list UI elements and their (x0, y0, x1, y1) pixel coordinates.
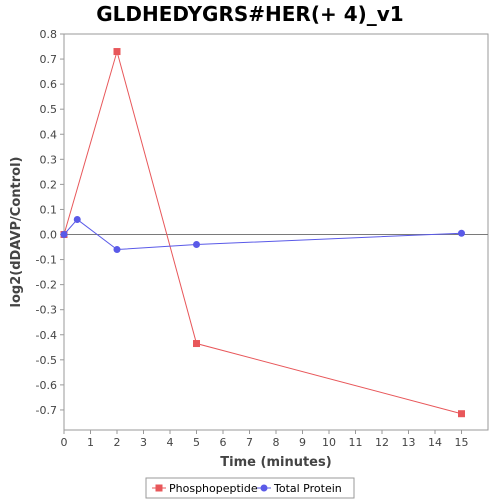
x-tick-label: 3 (140, 436, 147, 449)
y-tick-label: -0.3 (36, 304, 57, 317)
data-point-circle (73, 215, 81, 223)
x-tick-label: 9 (299, 436, 306, 449)
plot-frame (63, 33, 489, 431)
legend-marker-square (155, 484, 163, 492)
y-tick-label: 0.2 (40, 178, 58, 191)
x-tick-label: 13 (402, 436, 416, 449)
y-tick-label: -0.6 (36, 379, 57, 392)
x-tick-label: 15 (455, 436, 469, 449)
data-point-square (193, 340, 200, 348)
data-point-square (113, 48, 121, 56)
y-axis-title: log2(dDAVP/Control) (9, 157, 24, 308)
data-point-square (458, 410, 465, 418)
data-point-circle (193, 241, 200, 249)
x-tick-label: 6 (220, 436, 227, 449)
y-tick-label: -0.4 (36, 329, 57, 342)
x-tick-label: 5 (193, 436, 200, 449)
y-tick-label: 0.5 (40, 103, 58, 116)
x-axis-title: Time (minutes) (220, 455, 331, 470)
x-tick-label: 4 (167, 436, 174, 449)
y-tick-label: 0.7 (40, 53, 58, 66)
x-tick-label: 10 (322, 436, 336, 449)
legend-label: Total Protein (273, 482, 342, 495)
y-tick-label: -0.1 (36, 254, 57, 267)
y-tick-label: 0.1 (40, 203, 58, 216)
legend: Phosphopeptide Total Protein (145, 477, 355, 499)
x-tick-label: 8 (273, 436, 280, 449)
x-tick-label: 11 (349, 436, 363, 449)
y-tick-label: 0.0 (40, 229, 58, 242)
legend-marker-circle (260, 484, 268, 492)
legend-box (145, 477, 355, 499)
x-tick-label: 1 (87, 436, 94, 449)
y-tick-label: -0.2 (36, 279, 57, 292)
y-tick-label: 0.3 (40, 153, 58, 166)
y-tick-label: 0.6 (40, 78, 58, 91)
x-tick-label: 2 (114, 436, 121, 449)
y-tick-label: -0.7 (36, 404, 57, 417)
x-tick-label: 7 (246, 436, 253, 449)
y-tick-label: -0.5 (36, 354, 57, 367)
x-tick-label: 14 (428, 436, 442, 449)
data-point-circle (458, 229, 465, 237)
x-tick-label: 12 (375, 436, 389, 449)
legend-label: Phosphopeptide (169, 482, 258, 495)
y-tick-label: 0.4 (40, 128, 58, 141)
series-line-phosphopeptide (63, 49, 462, 415)
data-point-circle (113, 246, 121, 254)
y-tick-label: 0.8 (40, 28, 58, 41)
chart-title: GLDHEDYGRS#HER(+ 4)_v1 (96, 2, 404, 26)
data-point-circle (60, 231, 68, 239)
x-tick-label: 0 (61, 436, 68, 449)
